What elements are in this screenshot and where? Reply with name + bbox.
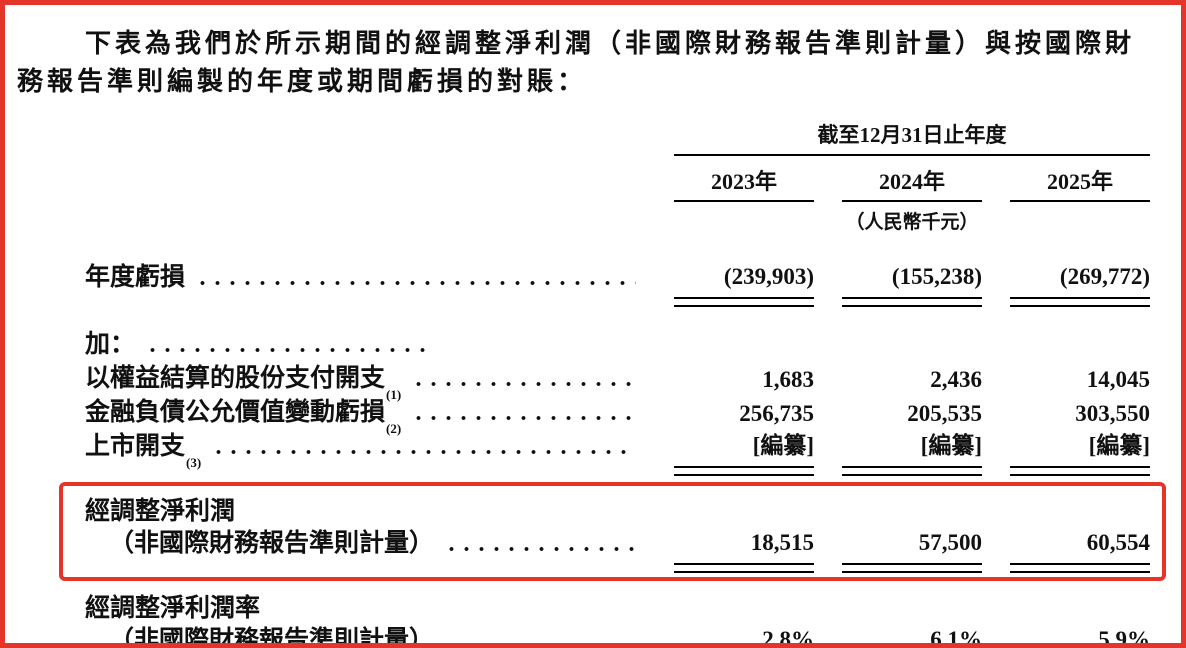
table-row-annual-loss: 年度虧損 (239,903) (155,238) (269,772) <box>85 262 1150 307</box>
row-label: 上市開支 (3) <box>85 431 646 476</box>
table-row-listing-expenses: 上市開支 (3) [編纂] [編纂] [編纂] <box>85 431 1150 476</box>
dot-leader <box>460 642 636 643</box>
table-header: 截至12月31日止年度 2023年 2024年 2025年 （人民幣千元） <box>85 119 1150 234</box>
dot-leader <box>145 346 431 354</box>
row-value: 256,735 <box>739 401 814 426</box>
intro-line-2: 務報告準則編製的年度或期間虧損的對賬： <box>17 67 588 96</box>
double-rule <box>1010 563 1150 573</box>
row-label: 以權益結算的股份支付開支 (1) <box>85 363 646 401</box>
row-value: [編纂] <box>674 431 814 476</box>
row-label: 加： <box>85 329 646 361</box>
row-label: 經調整淨利潤率 （非國際財務報告準則計量） (4) <box>85 593 646 643</box>
unit-note: （人民幣千元） <box>845 212 979 233</box>
dot-leader <box>195 279 636 287</box>
year-column-2024: 2024年 <box>842 164 982 202</box>
double-rule <box>842 297 982 307</box>
year-column-2023: 2023年 <box>674 164 814 202</box>
period-header: 截至12月31日止年度 <box>674 119 1150 156</box>
row-value: 6.1% <box>930 627 982 648</box>
double-rule <box>842 466 982 476</box>
row-value: [編纂] <box>842 431 982 476</box>
dot-leader <box>444 545 636 553</box>
double-rule <box>674 297 814 307</box>
row-value: 2,436 <box>930 367 982 392</box>
dot-leader <box>411 380 636 388</box>
row-value: 5.9% <box>1098 627 1150 648</box>
double-rule <box>842 563 982 573</box>
row-value: [編纂] <box>1010 431 1150 476</box>
row-value: 57,500 <box>842 528 982 573</box>
table-row-add: 加： <box>85 329 1150 361</box>
row-label: 年度虧損 <box>85 262 646 307</box>
year-column-2025: 2025年 <box>1010 164 1150 202</box>
year-headers: 2023年 2024年 2025年 <box>674 164 1150 202</box>
table-row-fair-value-change: 金融負債公允價值變動虧損 (2) 256,735 205,535 303,550 <box>85 397 1150 435</box>
intro-line-1: 下表為我們於所示期間的經調整淨利潤（非國際財務報告準則計量）與按國際財 <box>85 29 1136 58</box>
row-value: 18,515 <box>674 528 814 573</box>
dot-leader <box>411 414 636 422</box>
row-label: 金融負債公允價值變動虧損 (2) <box>85 397 646 435</box>
row-value: 2.8% <box>762 627 814 648</box>
double-rule <box>674 466 814 476</box>
row-value: 1,683 <box>762 367 814 392</box>
double-rule <box>674 563 814 573</box>
row-value: 205,535 <box>907 401 982 426</box>
row-value: (239,903) <box>674 262 814 307</box>
table-row-adjusted-net-profit-margin: 經調整淨利潤率 （非國際財務報告準則計量） (4) 2.8% 6.1% 5.9% <box>85 593 1150 648</box>
table-row-adjusted-net-profit: 經調整淨利潤 （非國際財務報告準則計量） 18,515 57,500 60,55… <box>59 482 1166 581</box>
dot-leader <box>211 448 636 456</box>
row-value: (155,238) <box>842 262 982 307</box>
table-row-share-based-payment: 以權益結算的股份支付開支 (1) 1,683 2,436 14,045 <box>85 363 1150 401</box>
header-span: 截至12月31日止年度 2023年 2024年 2025年 （人民幣千元） <box>674 119 1150 234</box>
row-value: 303,550 <box>1075 401 1150 426</box>
intro-paragraph: 下表為我們於所示期間的經調整淨利潤（非國際財務報告準則計量）與按國際財 務報告準… <box>17 25 1163 101</box>
double-rule <box>1010 466 1150 476</box>
reconciliation-table: 截至12月31日止年度 2023年 2024年 2025年 （人民幣千元） 年度… <box>59 119 1166 648</box>
row-value: 60,554 <box>1010 528 1150 573</box>
row-label: 經調整淨利潤 （非國際財務報告準則計量） <box>85 496 646 573</box>
row-value: (269,772) <box>1010 262 1150 307</box>
double-rule <box>1010 297 1150 307</box>
row-value: 14,045 <box>1086 367 1150 392</box>
